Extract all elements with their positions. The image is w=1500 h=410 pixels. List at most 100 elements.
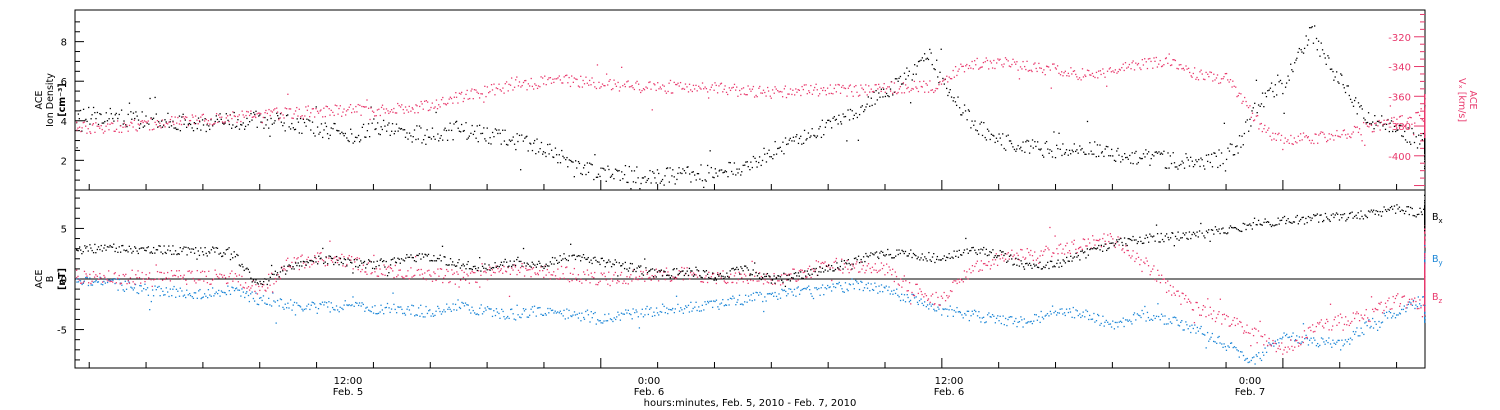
by-point (877, 292, 879, 294)
vx-point (871, 91, 874, 93)
vx-point (834, 84, 837, 86)
by-point (134, 283, 137, 286)
vx-point (1152, 67, 1154, 69)
vx-point (1099, 70, 1102, 72)
density-point (943, 83, 945, 85)
density-point (495, 129, 498, 131)
density-point (259, 114, 261, 116)
density-point (122, 123, 124, 125)
bz-point (611, 280, 614, 282)
bz-point (645, 269, 647, 272)
vx-point (1417, 111, 1419, 114)
bz-point (754, 275, 756, 277)
by-point (913, 297, 916, 299)
bz-point (797, 279, 799, 281)
vx-point (1353, 125, 1356, 128)
by-point (151, 289, 154, 291)
by-point (389, 311, 391, 314)
density-point (796, 134, 798, 136)
by-point (1180, 321, 1182, 324)
by-point (771, 292, 774, 294)
bz-point (1424, 300, 1426, 302)
density-point (347, 139, 349, 142)
vx-point (797, 89, 799, 91)
density-point (322, 136, 324, 139)
bz-point (573, 267, 576, 270)
vx-point (976, 57, 978, 60)
vx-point (901, 92, 903, 94)
by-point (334, 309, 336, 311)
vx-point (280, 112, 282, 114)
by-point (935, 310, 938, 312)
bz-point (1370, 296, 1373, 298)
vx-point (576, 78, 578, 81)
bz-point (586, 269, 589, 271)
bz-point (467, 275, 469, 277)
vx-point (1049, 69, 1051, 71)
density-point (1379, 122, 1381, 124)
density-point (1079, 145, 1081, 147)
vx-point (678, 85, 680, 87)
vx-point (342, 111, 344, 113)
bz-point (824, 261, 826, 263)
by-point (659, 310, 661, 313)
bottom-left-tick-label: 5 (61, 224, 67, 235)
by-point (1107, 321, 1109, 323)
density-point (542, 151, 545, 153)
density-point (738, 168, 740, 170)
bz-point (808, 265, 811, 267)
vx-point (100, 125, 102, 127)
vx-point (105, 125, 107, 127)
bz-point (996, 264, 999, 267)
vx-point (677, 82, 679, 84)
density-point (699, 178, 701, 180)
density-point (1080, 149, 1082, 151)
bz-point (1377, 309, 1379, 311)
vx-point (534, 83, 536, 85)
bz-point (1283, 349, 1285, 351)
bz-point (374, 271, 376, 273)
by-point (777, 298, 779, 300)
bz-point (199, 279, 201, 281)
by-point (1093, 312, 1095, 315)
by-point (1356, 327, 1358, 329)
density-point (829, 120, 832, 123)
by-point (946, 308, 948, 310)
vx-point (436, 108, 439, 110)
density-point (900, 83, 903, 85)
by-point (464, 302, 467, 304)
by-point (1103, 325, 1105, 327)
by-point (785, 290, 787, 293)
bz-point (563, 277, 565, 280)
by-point (470, 312, 472, 314)
vx-point (1225, 72, 1228, 75)
vx-point (577, 85, 580, 87)
vx-point (387, 110, 389, 112)
bz-point (126, 282, 128, 285)
density-point (781, 150, 783, 152)
density-point (1424, 152, 1426, 154)
vx-point (581, 86, 584, 88)
bz-point (762, 283, 765, 285)
vx-point (684, 83, 687, 85)
density-point (942, 77, 944, 80)
density-point (1085, 153, 1087, 156)
by-point (892, 293, 894, 295)
bz-point (886, 263, 888, 265)
density-point (758, 156, 761, 158)
by-point (316, 312, 318, 314)
by-point (1020, 316, 1022, 318)
density-point (1424, 146, 1426, 148)
density-point (717, 175, 719, 177)
bz-point (459, 279, 462, 281)
bz-point (1007, 252, 1009, 254)
vx-point (1028, 69, 1031, 72)
bz-point (651, 274, 653, 277)
density-point (1424, 144, 1426, 146)
vx-point (1123, 69, 1125, 72)
bz-point (1067, 252, 1069, 254)
vx-point (291, 117, 293, 119)
density-point (1034, 141, 1036, 143)
by-point (705, 303, 707, 306)
by-point (1292, 332, 1294, 334)
